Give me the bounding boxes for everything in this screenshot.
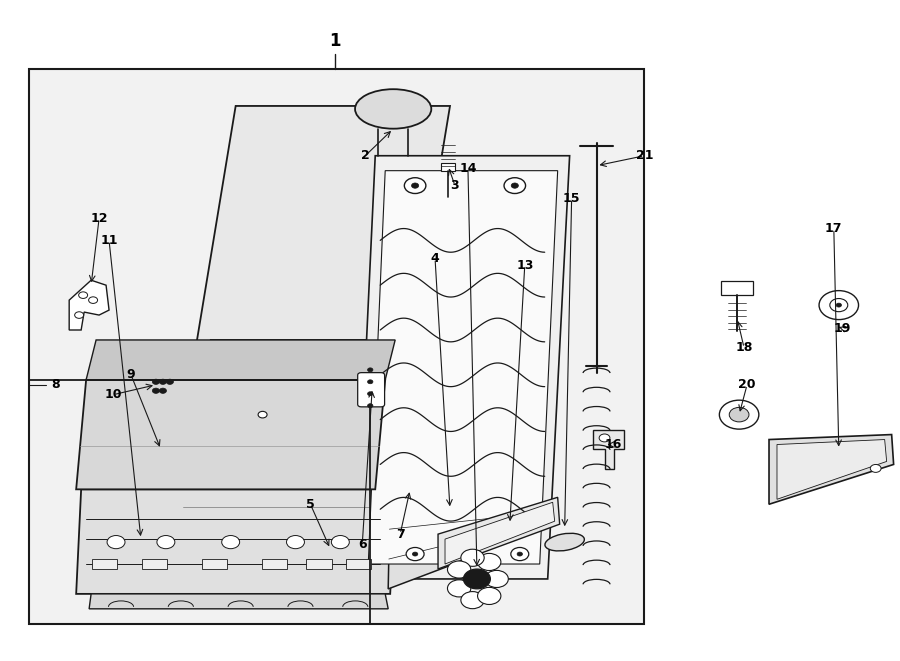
Circle shape — [478, 588, 501, 605]
Ellipse shape — [355, 89, 431, 129]
Bar — [441, 163, 455, 171]
Polygon shape — [169, 340, 405, 589]
Polygon shape — [445, 502, 554, 564]
Polygon shape — [86, 340, 395, 380]
Circle shape — [166, 379, 174, 385]
Polygon shape — [356, 156, 570, 579]
Circle shape — [447, 561, 471, 578]
Polygon shape — [69, 280, 109, 330]
Text: 18: 18 — [735, 342, 752, 354]
Polygon shape — [76, 489, 395, 594]
Circle shape — [511, 547, 529, 561]
Polygon shape — [438, 497, 560, 569]
Bar — [262, 559, 287, 569]
Circle shape — [331, 535, 349, 549]
Text: 5: 5 — [306, 498, 315, 511]
Circle shape — [836, 303, 842, 307]
Polygon shape — [89, 594, 388, 609]
Text: 4: 4 — [431, 252, 439, 265]
Bar — [30, 380, 370, 624]
Circle shape — [819, 291, 859, 319]
Polygon shape — [592, 430, 625, 469]
Circle shape — [504, 178, 526, 194]
Bar — [30, 69, 644, 624]
Circle shape — [159, 388, 166, 393]
Circle shape — [830, 299, 848, 312]
Circle shape — [159, 379, 166, 385]
FancyBboxPatch shape — [357, 373, 384, 407]
Circle shape — [286, 535, 304, 549]
Circle shape — [518, 552, 523, 556]
Circle shape — [258, 411, 267, 418]
Text: 17: 17 — [825, 222, 842, 235]
Text: 8: 8 — [51, 378, 59, 391]
Text: 19: 19 — [833, 321, 850, 334]
Circle shape — [75, 312, 84, 319]
Polygon shape — [156, 106, 450, 589]
Bar — [92, 559, 117, 569]
Circle shape — [78, 292, 87, 298]
Polygon shape — [76, 380, 385, 489]
Text: 2: 2 — [361, 149, 370, 162]
Text: 11: 11 — [100, 234, 118, 247]
Circle shape — [152, 388, 159, 393]
Circle shape — [157, 535, 175, 549]
Circle shape — [88, 297, 97, 303]
Text: 20: 20 — [738, 378, 756, 391]
Circle shape — [870, 465, 881, 473]
Bar — [142, 559, 167, 569]
Bar — [306, 559, 331, 569]
Text: 12: 12 — [90, 212, 108, 225]
Text: 13: 13 — [516, 258, 534, 272]
Polygon shape — [777, 440, 886, 499]
Circle shape — [478, 553, 501, 570]
Bar — [721, 281, 753, 295]
Text: 7: 7 — [396, 527, 404, 541]
Circle shape — [152, 379, 159, 385]
Circle shape — [461, 592, 484, 609]
Circle shape — [107, 535, 125, 549]
Circle shape — [406, 547, 424, 561]
Text: 21: 21 — [635, 149, 653, 162]
Circle shape — [367, 404, 373, 408]
Circle shape — [412, 552, 418, 556]
Circle shape — [511, 183, 518, 188]
Circle shape — [461, 549, 484, 566]
Circle shape — [719, 400, 759, 429]
Circle shape — [464, 569, 490, 589]
Ellipse shape — [544, 533, 584, 551]
Polygon shape — [368, 171, 558, 564]
Circle shape — [411, 183, 418, 188]
Polygon shape — [769, 434, 894, 504]
Text: 6: 6 — [358, 537, 366, 551]
Circle shape — [447, 580, 471, 597]
Circle shape — [404, 178, 426, 194]
Text: 10: 10 — [104, 388, 122, 401]
Bar — [346, 559, 372, 569]
Text: 9: 9 — [127, 368, 135, 381]
Text: 3: 3 — [451, 179, 459, 192]
Bar — [202, 559, 227, 569]
Circle shape — [367, 380, 373, 384]
Circle shape — [485, 570, 508, 588]
Polygon shape — [388, 489, 520, 589]
Circle shape — [221, 535, 239, 549]
Text: 15: 15 — [562, 192, 580, 205]
Text: 1: 1 — [329, 32, 341, 50]
Circle shape — [367, 392, 373, 396]
Text: 14: 14 — [459, 162, 477, 175]
Circle shape — [599, 434, 610, 442]
Circle shape — [729, 407, 749, 422]
Circle shape — [367, 368, 373, 371]
Text: 16: 16 — [605, 438, 622, 451]
